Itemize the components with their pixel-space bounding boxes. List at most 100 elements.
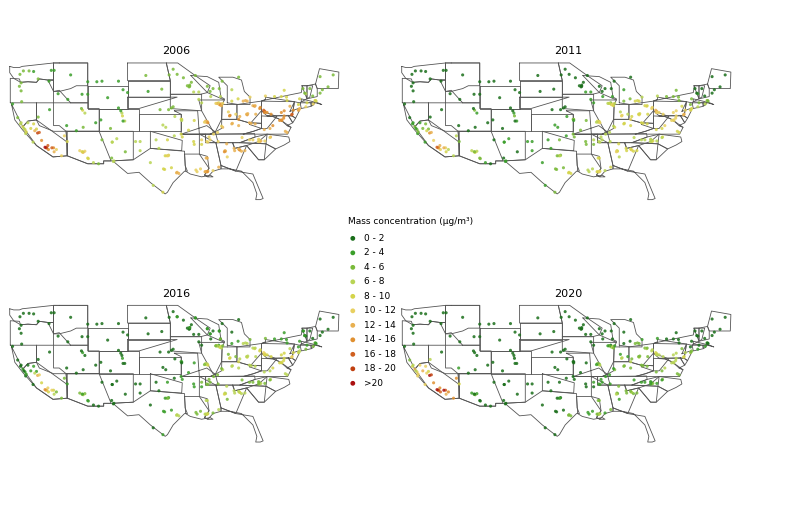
Point [241, 353, 254, 361]
Point [610, 390, 623, 398]
Point [174, 115, 187, 123]
Point [27, 310, 40, 318]
Point [569, 316, 582, 324]
Point [242, 352, 254, 360]
Point [575, 82, 588, 90]
Point [201, 154, 214, 162]
Point [434, 77, 447, 85]
Point [48, 390, 61, 398]
Point [219, 389, 232, 397]
Point [216, 320, 229, 328]
Point [233, 388, 246, 396]
Point [77, 123, 90, 131]
Point [594, 410, 606, 418]
Point [226, 362, 238, 370]
Point [117, 328, 130, 336]
Point [183, 325, 196, 333]
Point [187, 137, 200, 145]
Point [279, 127, 292, 135]
Point [74, 389, 86, 397]
Point [82, 397, 94, 405]
Point [190, 410, 203, 418]
Point [183, 324, 196, 332]
Point [14, 362, 27, 370]
Point [698, 334, 711, 342]
Point [183, 324, 196, 332]
Point [566, 358, 579, 366]
Point [718, 71, 731, 79]
Point [498, 154, 510, 162]
Point [107, 399, 120, 408]
Point [258, 108, 270, 116]
Point [298, 89, 311, 97]
Point [158, 408, 171, 416]
Point [14, 120, 27, 128]
Point [182, 369, 195, 377]
Point [646, 137, 659, 145]
Point [406, 119, 419, 127]
Point [259, 92, 272, 100]
Point [553, 378, 566, 386]
Point [215, 365, 228, 373]
Title: 2020: 2020 [554, 289, 582, 299]
Point [549, 364, 562, 372]
Point [701, 96, 714, 105]
Point [254, 347, 266, 355]
Point [175, 358, 188, 366]
Point [266, 122, 279, 130]
Point [539, 181, 552, 189]
Point [606, 343, 619, 351]
Point [414, 361, 426, 369]
Point [579, 330, 592, 338]
Point [275, 117, 288, 125]
Point [593, 410, 606, 418]
Point [200, 168, 213, 176]
Point [218, 390, 231, 398]
Point [593, 154, 606, 162]
Point [94, 358, 107, 366]
Point [695, 327, 708, 335]
Point [632, 352, 645, 361]
Point [14, 321, 27, 329]
Point [562, 411, 575, 419]
Point [168, 132, 181, 140]
Point [440, 66, 453, 74]
Point [40, 144, 53, 152]
Point [114, 107, 127, 115]
Point [245, 362, 258, 370]
Point [183, 82, 196, 90]
Point [613, 153, 626, 161]
Point [487, 320, 500, 328]
Point [232, 387, 245, 395]
Point [598, 409, 611, 417]
Point [561, 113, 574, 121]
Point [157, 431, 170, 439]
Point [611, 147, 624, 155]
Point [206, 84, 219, 92]
Point [200, 396, 213, 405]
Point [584, 338, 597, 346]
Point [170, 168, 183, 176]
Point [419, 362, 432, 370]
Point [40, 386, 53, 394]
Point [672, 93, 685, 101]
Point [411, 372, 424, 380]
Point [43, 106, 56, 114]
Point [691, 345, 704, 353]
Text: 18 - 20: 18 - 20 [363, 364, 395, 373]
Point [424, 75, 437, 83]
Point [587, 341, 600, 349]
Title: 2011: 2011 [554, 46, 582, 57]
Point [283, 344, 296, 352]
Point [309, 339, 322, 347]
Point [134, 380, 146, 388]
Point [177, 316, 190, 324]
Point [309, 96, 322, 105]
Point [474, 155, 486, 163]
Point [161, 152, 174, 160]
Point [620, 387, 633, 395]
Point [165, 406, 178, 414]
Point [263, 124, 276, 132]
Point [202, 375, 215, 383]
Point [224, 354, 237, 362]
